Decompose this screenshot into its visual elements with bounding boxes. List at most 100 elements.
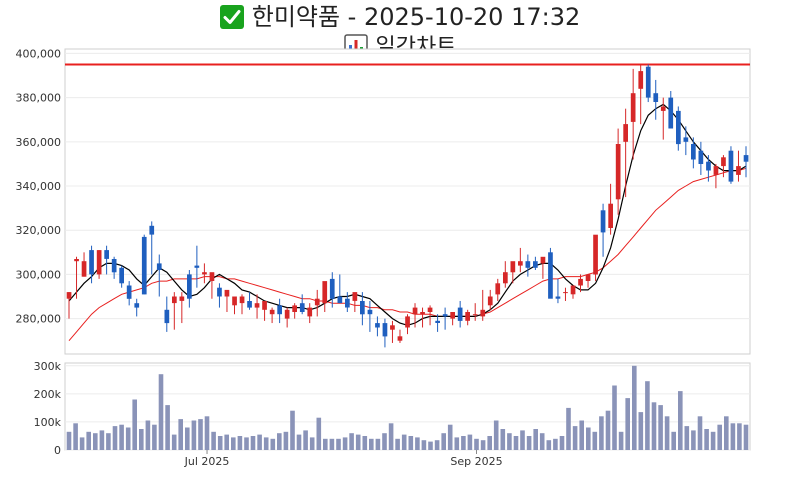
volume-bar [119,424,124,450]
candle-body [119,267,124,284]
volume-bar [520,430,525,450]
volume-y-tick-label: 0 [54,444,61,457]
candle-body [427,307,433,312]
volume-bar [487,436,492,450]
candle-body [111,259,117,273]
candle-body [412,307,418,315]
candle-body [284,309,290,319]
candle-body [345,298,350,308]
volume-bar [678,391,683,450]
volume-bar [125,427,131,450]
candle-body [578,278,583,286]
candle-body [706,161,711,171]
candle-body [134,303,140,308]
candle-body [638,71,644,89]
volume-bar [178,419,183,450]
volume-bar [316,417,322,450]
candle-body [435,320,440,323]
volume-bar [704,429,709,450]
candle-body [329,278,335,299]
volume-bar [415,437,420,450]
volume-bar [441,433,446,450]
candle-body [487,296,493,306]
candle-body [608,203,613,228]
volume-bar [369,438,374,450]
volume-bar [638,412,644,450]
volume-bar [73,423,78,450]
volume-bar [375,438,381,450]
candle-body [337,296,343,304]
candle-body [405,316,410,328]
candle-body [104,250,109,259]
candle-body [548,252,553,299]
candle-body [307,307,313,317]
volume-bar [684,426,690,450]
price-y-tick-label: 280,000 [16,313,62,326]
volume-bar [605,410,611,450]
candle-body [397,336,403,341]
candle-body [209,272,215,281]
candle-body [179,296,185,301]
volume-bar [408,436,414,450]
volume-bar [257,434,262,450]
price-y-tick-label: 320,000 [16,224,62,237]
volume-bar [244,437,249,450]
volume-bar [66,431,72,450]
volume-bar [283,431,289,450]
volume-bar [355,434,361,450]
volume-bar [428,441,433,450]
volume-bar [211,431,216,450]
candle-body [126,285,132,299]
volume-bar [579,420,584,450]
volume-bar [290,410,295,450]
candle-body [555,296,561,299]
volume-bar [93,433,98,450]
price-y-tick-label: 360,000 [16,136,62,149]
volume-bar [480,440,486,450]
candle-body [450,312,455,319]
volume-bar [382,433,387,450]
price-panel: 400,000 380,000 360,000 340,000 320,000 300,0… [16,47,751,355]
volume-bar [467,434,473,450]
candle-body [495,283,501,295]
volume-bar [132,399,137,450]
volume-bar [474,438,479,450]
chart-title-text: 한미약품 - 2025-10-20 17:32 [251,3,581,31]
candle-body [668,97,674,129]
volume-bar [592,431,598,450]
candle-body [239,296,245,304]
volume-bar [724,416,729,450]
candle-body [660,106,666,111]
candle-body [465,312,470,321]
volume-bar [559,436,565,450]
volume-bar [270,438,276,450]
volume-bar [86,431,91,450]
candle-body [292,305,297,312]
volume-bar [625,398,630,450]
volume-bar [612,385,617,450]
volume-bar [599,416,604,450]
candle-body [442,314,448,317]
candle-body [141,236,147,295]
volume-bar [651,402,657,450]
volume-bar [737,423,742,450]
volume-bar [553,438,558,450]
volume-bar [303,430,308,450]
candle-body [563,292,568,294]
candle-body [382,323,388,337]
candle-body [540,256,546,264]
volume-bar [152,424,157,450]
candle-body [375,323,380,328]
candle-body [503,272,508,284]
candle-body [66,292,72,299]
candle-body [653,93,659,102]
candle-body [570,285,576,295]
candle-body [645,66,651,98]
volume-bar [231,437,236,450]
volume-bar [697,416,703,450]
x-tick-label: Jul 2025 [184,455,230,468]
volume-bar [349,433,354,450]
candle-body [390,325,395,330]
price-y-tick-label: 340,000 [16,180,62,193]
candle-body [736,166,741,175]
